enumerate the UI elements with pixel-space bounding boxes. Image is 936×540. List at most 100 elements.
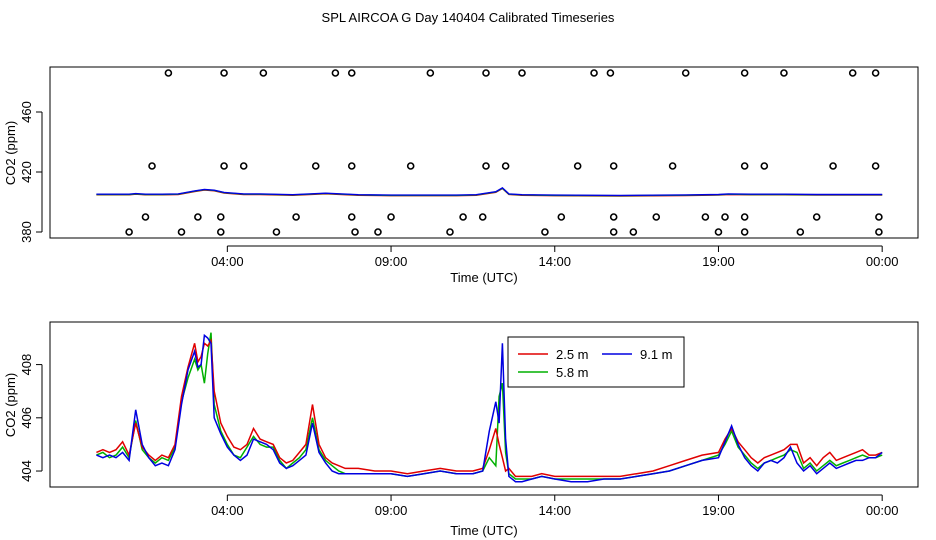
scatter-point <box>609 162 618 170</box>
scatter-point <box>681 69 690 77</box>
scatter-point <box>760 162 769 170</box>
scatter-point <box>406 162 415 170</box>
bottom-x-axis: 04:00 09:00 14:00 19:00 00:00 <box>211 494 899 518</box>
scatter-point <box>573 162 582 170</box>
scatter-point <box>875 228 883 236</box>
top-y-axis: 380 420 460 <box>19 101 43 243</box>
bottom-y-tick-label: 404 <box>19 460 34 482</box>
scatter-point <box>609 213 618 221</box>
legend: 2.5 m 5.8 m 9.1 m <box>507 336 685 388</box>
scatter-point <box>812 213 821 221</box>
scatter-point <box>871 162 880 170</box>
bottom-x-tick-label: 04:00 <box>211 503 244 518</box>
scatter-point <box>239 162 248 170</box>
scatter-point <box>871 69 880 77</box>
scatter-point <box>501 162 510 170</box>
scatter-point <box>426 69 435 77</box>
top-panel: 04:00 09:00 14:00 19:00 00:00 380 420 460 Time… <box>3 66 919 285</box>
scatter-point <box>220 162 228 170</box>
top-x-axis: 04:00 09:00 14:00 19:00 00:00 <box>211 245 899 269</box>
scatter-point <box>347 162 356 170</box>
bottom-series-lines <box>96 332 883 483</box>
scatter-point <box>148 162 156 170</box>
scatter-point <box>829 162 837 170</box>
chart-title: SPL AIRCOA G Day 140404 Calibrated Times… <box>322 10 615 25</box>
top-plot-frame <box>49 66 919 239</box>
top-x-tick-label: 00:00 <box>866 254 899 269</box>
scatter-point <box>216 228 225 236</box>
scatter-point <box>478 213 487 221</box>
top-scatter-points <box>125 69 883 236</box>
scatter-point <box>482 69 490 77</box>
legend-box <box>507 336 685 388</box>
scatter-point <box>125 228 133 236</box>
scatter-point <box>796 228 805 236</box>
scatter-point <box>374 228 382 236</box>
bottom-panel: 04:00 09:00 14:00 19:00 00:00 404 406 408 Time… <box>3 321 919 538</box>
scatter-point <box>848 69 857 77</box>
bottom-plot-frame <box>49 321 919 488</box>
bottom-x-tick-label: 14:00 <box>538 503 571 518</box>
scatter-point <box>311 162 320 170</box>
top-y-tick-label: 380 <box>19 221 34 243</box>
scatter-point <box>177 228 186 236</box>
scatter-point <box>740 228 749 236</box>
bottom-x-tick-label: 00:00 <box>866 503 899 518</box>
legend-label-2.5m: 2.5 m <box>556 347 589 362</box>
scatter-point <box>482 162 490 170</box>
bottom-y-axis: 404 406 408 <box>19 354 43 482</box>
scatter-point <box>259 69 268 77</box>
scatter-point <box>668 162 677 170</box>
scatter-point <box>875 213 883 221</box>
bottom-y-tick-label: 406 <box>19 407 34 429</box>
scatter-point <box>701 213 710 221</box>
scatter-point <box>606 69 615 77</box>
scatter-point <box>541 228 549 236</box>
scatter-point <box>714 228 723 236</box>
scatter-point <box>780 69 788 77</box>
bottom-y-tick-label: 408 <box>19 354 34 376</box>
scatter-point <box>141 213 150 221</box>
bottom-y-axis-label: CO2 (ppm) <box>3 373 18 437</box>
top-y-tick-label: 460 <box>19 101 34 123</box>
scatter-point <box>347 213 356 221</box>
scatter-point <box>609 228 618 236</box>
scatter-point <box>351 228 359 236</box>
scatter-point <box>272 228 281 236</box>
scatter-point <box>387 213 395 221</box>
top-y-axis-label: CO2 (ppm) <box>3 121 18 185</box>
scatter-point <box>590 69 598 77</box>
scatter-point <box>740 162 749 170</box>
scatter-point <box>194 213 202 221</box>
top-y-tick-label: 420 <box>19 161 34 183</box>
scatter-point <box>331 69 340 77</box>
top-series-line-2 <box>96 187 883 197</box>
scatter-point <box>518 69 526 77</box>
scatter-point <box>721 213 729 221</box>
scatter-point <box>220 69 228 77</box>
scatter-point <box>347 69 356 77</box>
scatter-point <box>557 213 566 221</box>
top-x-tick-label: 04:00 <box>211 254 244 269</box>
top-x-axis-label: Time (UTC) <box>450 270 517 285</box>
bottom-x-axis-label: Time (UTC) <box>450 523 517 538</box>
scatter-point <box>164 69 173 77</box>
bottom-x-tick-label: 19:00 <box>702 503 735 518</box>
scatter-point <box>740 69 749 77</box>
top-x-tick-label: 19:00 <box>702 254 735 269</box>
series-line-9.1m <box>96 333 883 483</box>
scatter-point <box>216 213 225 221</box>
bottom-x-tick-label: 09:00 <box>375 503 408 518</box>
top-x-tick-label: 14:00 <box>538 254 571 269</box>
legend-label-5.8m: 5.8 m <box>556 365 589 380</box>
series-line-2.5m <box>96 338 883 478</box>
scatter-point <box>446 228 454 236</box>
top-x-tick-label: 09:00 <box>375 254 408 269</box>
top-series-lines <box>96 187 883 197</box>
scatter-point <box>652 213 661 221</box>
scatter-point <box>740 213 749 221</box>
scatter-point <box>629 228 638 236</box>
scatter-point <box>459 213 467 221</box>
scatter-point <box>292 213 300 221</box>
